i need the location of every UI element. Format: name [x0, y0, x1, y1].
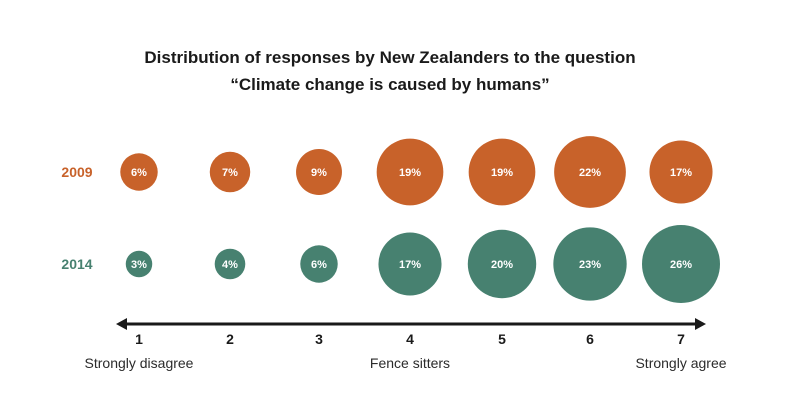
bubble-2014-5 — [467, 229, 537, 299]
bubble-label-2014-3: 6% — [311, 259, 327, 271]
bubble-2009-6 — [554, 136, 626, 208]
bubble-2009-2 — [209, 151, 251, 193]
bubble-label-2014-6: 23% — [579, 259, 601, 271]
bubble-label-2014-4: 17% — [399, 259, 421, 271]
scale-anchor-7: Strongly agree — [635, 355, 726, 371]
bubble-label-2014-7: 26% — [670, 259, 692, 271]
x-tick-label-4: 4 — [406, 331, 414, 347]
bubble-label-2009-4: 19% — [399, 167, 421, 179]
bubble-2009-3 — [296, 149, 342, 195]
bubble-2014-1 — [125, 250, 153, 278]
scale-anchor-4: Fence sitters — [370, 355, 450, 371]
bubble-label-2009-6: 22% — [579, 167, 601, 179]
x-tick-label-3: 3 — [315, 331, 323, 347]
x-tick-label-2: 2 — [226, 331, 234, 347]
x-tick-label-1: 1 — [135, 331, 143, 347]
bubble-2014-2 — [214, 248, 246, 280]
bubble-label-2014-5: 20% — [491, 259, 513, 271]
axis-arrow-left — [116, 318, 127, 330]
x-axis — [116, 318, 706, 330]
bubble-label-2014-2: 4% — [222, 259, 238, 271]
bubble-2014-6 — [553, 227, 627, 301]
chart-title-line-1: Distribution of responses by New Zealand… — [144, 48, 635, 67]
bubble-label-2009-1: 6% — [131, 167, 147, 179]
bubble-label-2009-5: 19% — [491, 167, 513, 179]
bubble-2014-3 — [300, 245, 338, 283]
scale-anchor-1: Strongly disagree — [85, 355, 194, 371]
chart-title-line-2: “Climate change is caused by humans” — [230, 75, 549, 94]
series-row-2014: 2014 3% 4% 6% 17% 20% 23% 26% — [61, 225, 720, 303]
bubble-2014-4 — [378, 232, 442, 296]
series-label-2014: 2014 — [61, 256, 92, 272]
bubble-2009-5 — [468, 138, 536, 206]
bubble-rows: 2009 6% 7% 9% 19% 19% 22% 17% 2014 3% 4% 6% 17% 20% 23… — [61, 136, 720, 303]
bubble-label-2014-1: 3% — [131, 259, 147, 271]
series-label-2009: 2009 — [61, 164, 92, 180]
bubble-2009-4 — [376, 138, 444, 206]
bubble-2009-7 — [649, 140, 713, 204]
axis-arrow-right — [695, 318, 706, 330]
bubble-label-2009-3: 9% — [311, 167, 327, 179]
scale-anchor-labels: Strongly disagree Fence sitters Strongly a… — [85, 355, 727, 371]
bubble-2014-7 — [642, 225, 720, 303]
x-tick-label-7: 7 — [677, 331, 685, 347]
series-row-2009: 2009 6% 7% 9% 19% 19% 22% 17% — [61, 136, 713, 208]
bubble-label-2009-2: 7% — [222, 167, 238, 179]
bubble-label-2009-7: 17% — [670, 167, 692, 179]
bubble-2009-1 — [120, 153, 158, 191]
x-tick-labels: 1 2 3 4 5 6 7 — [135, 331, 685, 347]
x-tick-label-5: 5 — [498, 331, 506, 347]
x-tick-label-6: 6 — [586, 331, 594, 347]
